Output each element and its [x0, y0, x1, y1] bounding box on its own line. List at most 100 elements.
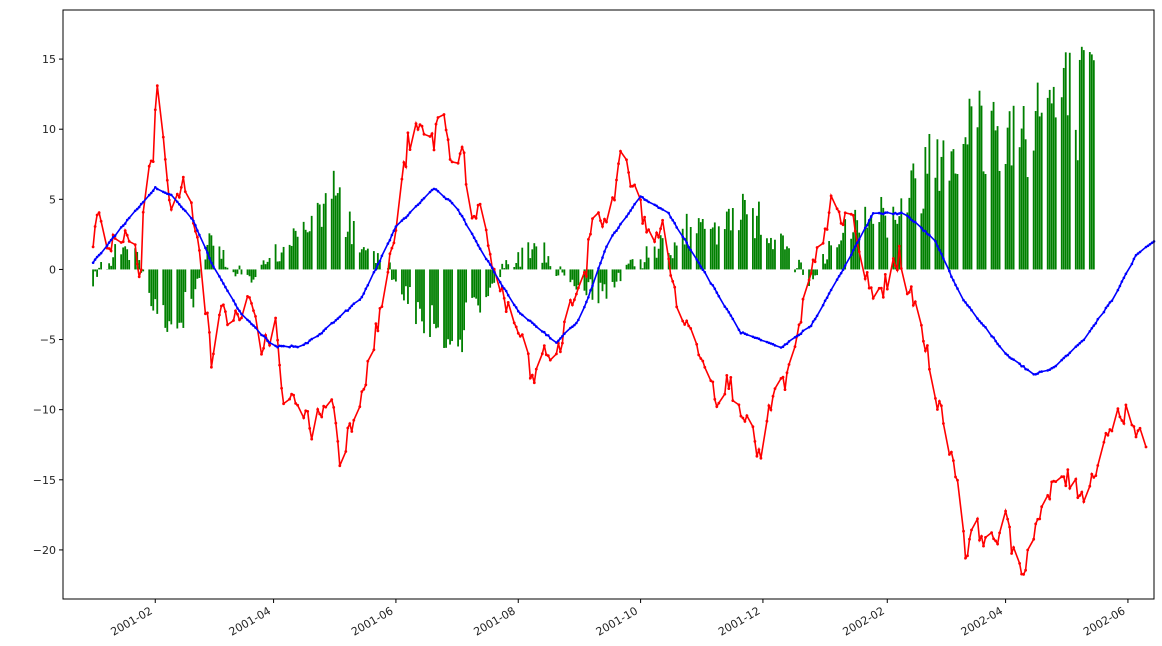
series-point	[938, 400, 941, 403]
series-point	[521, 333, 524, 336]
series-point	[447, 138, 450, 141]
series-point	[1004, 510, 1007, 513]
series-point	[421, 125, 424, 128]
bar	[578, 269, 580, 285]
series-point	[970, 309, 973, 312]
bar	[926, 174, 928, 270]
bar	[233, 269, 235, 272]
series-point	[100, 220, 103, 223]
series-point	[1077, 344, 1080, 347]
series-point	[142, 201, 145, 204]
series-point	[1121, 280, 1124, 283]
series-point	[352, 419, 355, 422]
bar	[463, 269, 465, 330]
bar	[702, 219, 704, 269]
series-point	[114, 234, 117, 237]
bar	[920, 213, 922, 269]
bar	[872, 224, 874, 270]
series-point	[934, 397, 937, 400]
bar	[985, 174, 987, 269]
series-point	[555, 353, 558, 356]
bar	[331, 199, 333, 270]
series-point	[491, 267, 494, 270]
series-point	[786, 371, 789, 374]
series-point	[473, 236, 476, 239]
series-point	[591, 217, 594, 220]
series-point	[954, 284, 957, 287]
series-point	[431, 132, 434, 135]
series-point	[1117, 289, 1120, 292]
series-point	[324, 406, 327, 409]
series-point	[597, 211, 600, 214]
bar	[995, 130, 997, 269]
series-point	[599, 219, 602, 222]
bar	[263, 260, 265, 269]
bar	[267, 262, 269, 270]
series-point	[543, 331, 546, 334]
bar	[768, 243, 770, 269]
series-point	[563, 332, 566, 335]
series-point	[894, 264, 897, 267]
series-point	[196, 229, 199, 232]
bar	[840, 240, 842, 269]
series-point	[1105, 307, 1108, 310]
series-point	[625, 158, 628, 161]
series-point	[1094, 474, 1097, 477]
series-point	[952, 459, 955, 462]
bar	[1075, 130, 1077, 270]
bar	[239, 266, 241, 270]
series-point	[601, 256, 604, 259]
series-point	[150, 192, 153, 195]
series-point	[359, 298, 362, 301]
bar	[361, 249, 363, 269]
series-point	[136, 263, 139, 266]
bar	[937, 139, 939, 269]
bar	[999, 171, 1001, 269]
series-point	[996, 343, 999, 346]
series-point	[154, 186, 157, 189]
series-point	[381, 305, 384, 308]
series-point	[982, 545, 985, 548]
bar	[307, 232, 309, 269]
x-tick-label: 2001-06	[349, 604, 395, 638]
series-point	[98, 254, 101, 257]
series-point	[687, 246, 690, 249]
series-point	[641, 222, 644, 225]
series-point	[248, 320, 251, 323]
bar	[630, 260, 632, 270]
series-point	[324, 327, 327, 330]
series-point	[717, 402, 720, 405]
series-point	[1119, 285, 1122, 288]
series-point	[318, 413, 321, 416]
series-point	[838, 275, 841, 278]
series-point	[920, 324, 923, 327]
bar	[574, 269, 576, 286]
series-point	[108, 241, 111, 244]
series-point	[463, 218, 466, 221]
bar	[519, 267, 521, 270]
bar	[1021, 129, 1023, 270]
series-point	[1090, 473, 1093, 476]
series-point	[1008, 526, 1011, 529]
series-point	[503, 297, 506, 300]
series-point	[689, 249, 692, 252]
bar	[922, 209, 924, 270]
bar	[864, 207, 866, 270]
series-point	[278, 364, 281, 367]
series-point	[1133, 425, 1136, 428]
series-point	[711, 381, 714, 384]
series-point	[126, 234, 129, 237]
series-point	[485, 258, 488, 261]
bar	[297, 237, 299, 270]
series-point	[912, 304, 915, 307]
series-point	[1103, 441, 1106, 444]
series-point	[238, 310, 241, 313]
bar	[182, 269, 184, 328]
series-point	[445, 129, 448, 132]
series-point	[583, 306, 586, 309]
series-point	[1012, 358, 1015, 361]
series-point	[364, 384, 367, 387]
series-point	[808, 279, 811, 282]
bar	[1041, 113, 1043, 270]
